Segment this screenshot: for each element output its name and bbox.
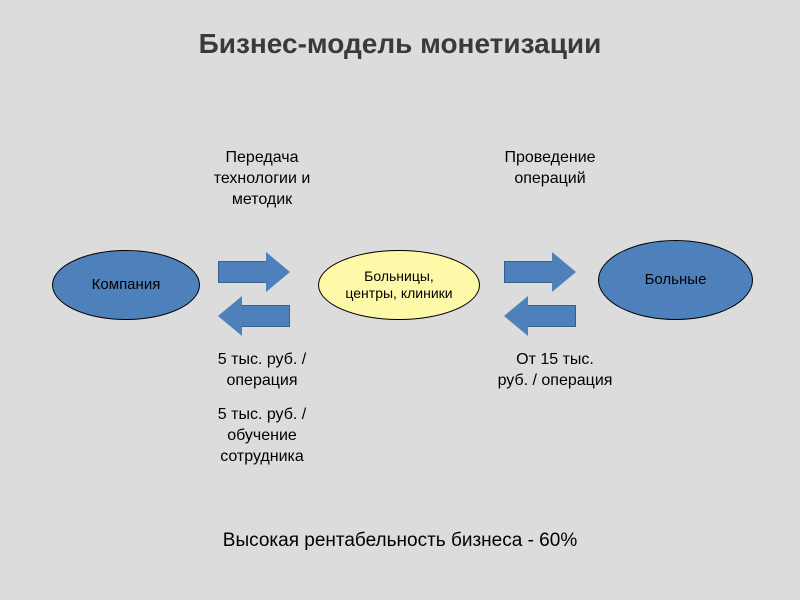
label-tech-transfer: Передачатехнологии иметодик bbox=[182, 148, 342, 210]
label-price-training: 5 тыс. руб. /обучениесотрудника bbox=[182, 405, 342, 467]
arrow-company-to-hospitals bbox=[218, 252, 290, 292]
label-price-patient: От 15 тыс.руб. / операция bbox=[470, 350, 640, 392]
node-patients-label: Больные bbox=[645, 271, 707, 290]
slide-title: Бизнес-модель монетизации bbox=[0, 28, 800, 60]
node-company-label: Компания bbox=[92, 276, 161, 295]
node-hospitals-label: Больницы,центры, клиники bbox=[345, 268, 452, 303]
label-operations: Проведениеопераций bbox=[470, 148, 630, 190]
node-patients: Больные bbox=[598, 240, 753, 320]
label-price-operation: 5 тыс. руб. /операция bbox=[182, 350, 342, 392]
arrow-hospitals-to-company bbox=[218, 296, 290, 336]
arrow-hospitals-to-patients bbox=[504, 252, 576, 292]
footer-profitability: Высокая рентабельность бизнеса - 60% bbox=[0, 530, 800, 552]
node-company: Компания bbox=[52, 250, 200, 320]
node-hospitals: Больницы,центры, клиники bbox=[318, 250, 480, 320]
arrow-patients-to-hospitals bbox=[504, 296, 576, 336]
